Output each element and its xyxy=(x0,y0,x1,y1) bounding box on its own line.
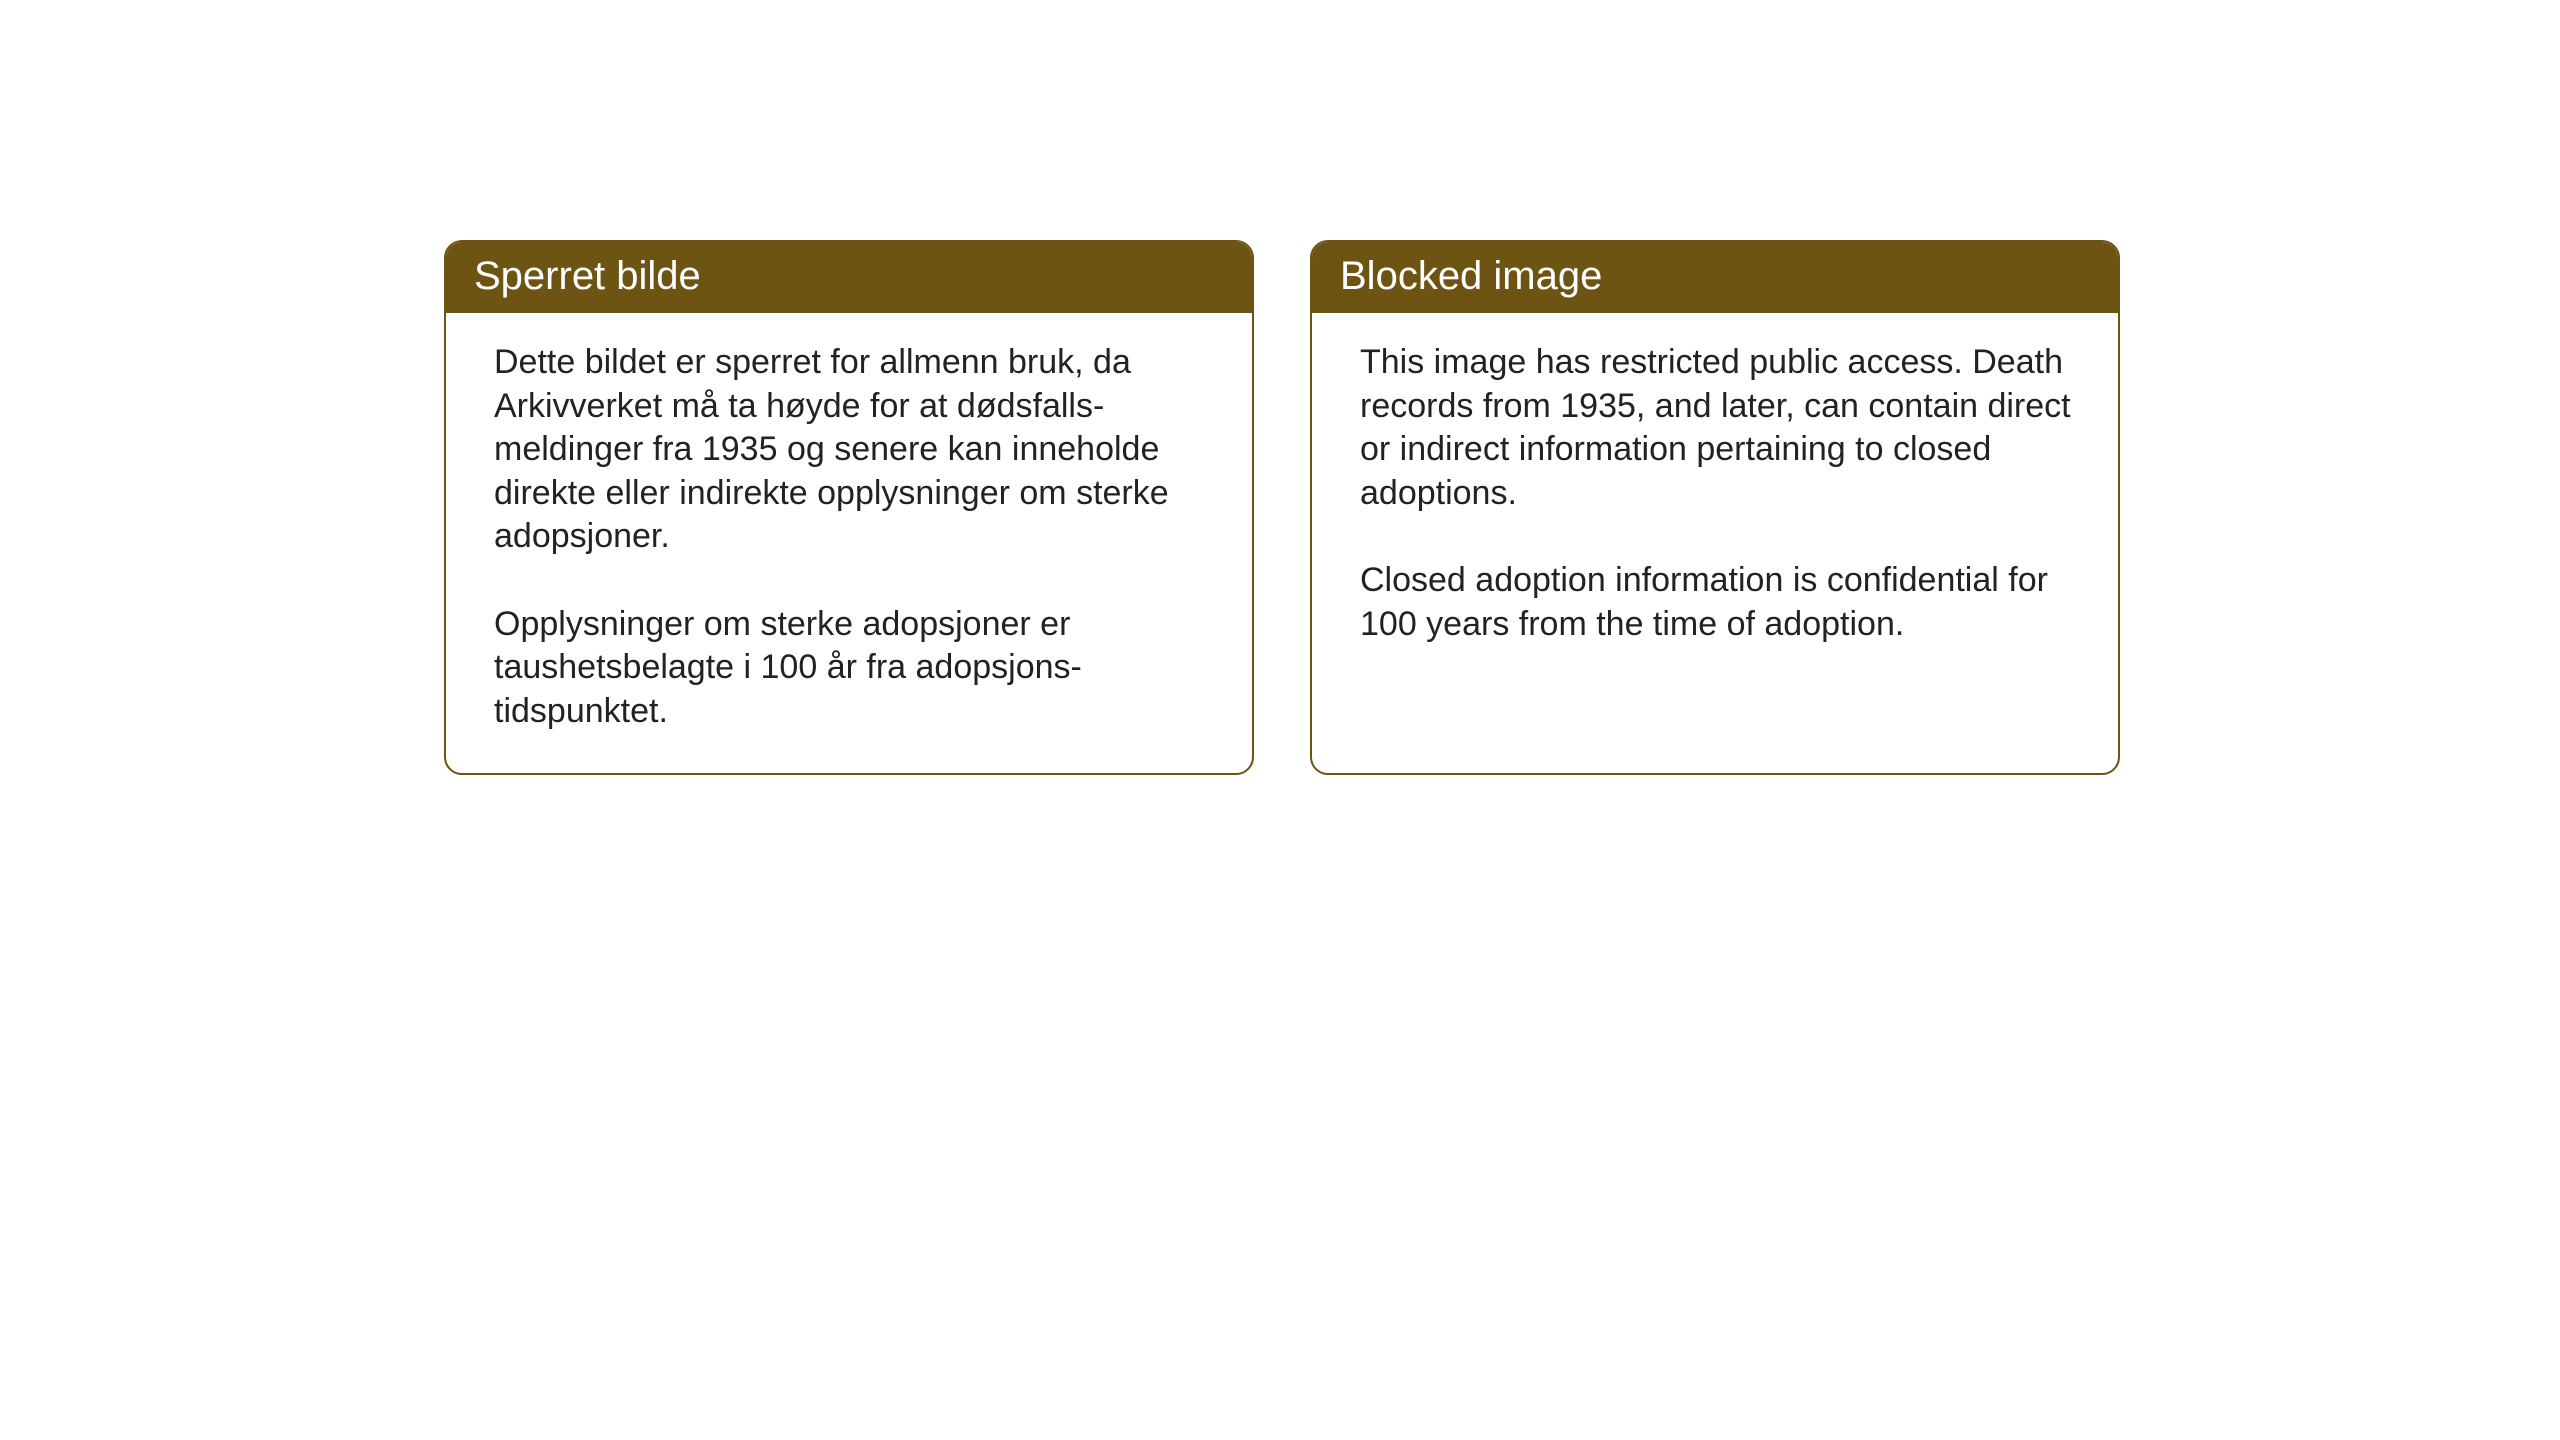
notice-card-english: Blocked image This image has restricted … xyxy=(1310,240,2120,775)
notice-paragraph-2-norwegian: Opplysninger om sterke adopsjoner er tau… xyxy=(494,603,1208,734)
notice-body-english: This image has restricted public access.… xyxy=(1312,313,2118,763)
notice-card-norwegian: Sperret bilde Dette bildet er sperret fo… xyxy=(444,240,1254,775)
notice-paragraph-1-english: This image has restricted public access.… xyxy=(1360,341,2074,515)
notice-paragraph-2-english: Closed adoption information is confident… xyxy=(1360,559,2074,646)
notice-body-norwegian: Dette bildet er sperret for allmenn bruk… xyxy=(446,313,1252,773)
notice-container: Sperret bilde Dette bildet er sperret fo… xyxy=(444,240,2120,775)
notice-title-norwegian: Sperret bilde xyxy=(446,242,1252,313)
notice-title-english: Blocked image xyxy=(1312,242,2118,313)
notice-paragraph-1-norwegian: Dette bildet er sperret for allmenn bruk… xyxy=(494,341,1208,559)
